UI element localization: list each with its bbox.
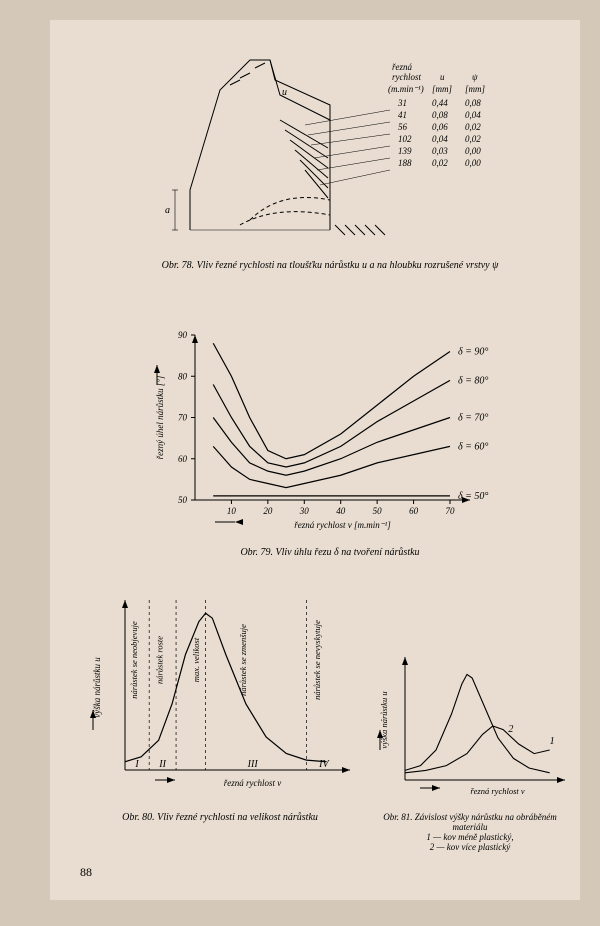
svg-text:20: 20 [263,506,273,516]
svg-text:0,02: 0,02 [465,122,481,132]
t-u1: (m.min⁻¹) [388,84,424,94]
svg-text:0,02: 0,02 [465,134,481,144]
svg-text:0,04: 0,04 [432,134,448,144]
svg-text:50: 50 [178,495,188,505]
t-h1b: rychlost [392,72,421,82]
svg-text:nárůstek roste: nárůstek roste [155,636,165,684]
t-u2: [mm] [432,84,453,94]
svg-text:max. velikost: max. velikost [191,637,201,682]
page-number: 88 [80,865,92,880]
svg-text:0,08: 0,08 [465,98,481,108]
svg-text:řezná rychlost v: řezná rychlost v [470,786,525,796]
svg-text:70: 70 [446,506,456,516]
svg-text:IV: IV [318,759,330,770]
svg-text:56: 56 [398,122,408,132]
svg-text:188: 188 [398,158,412,168]
svg-text:δ = 70°: δ = 70° [458,413,488,424]
fig79-caption: Obr. 79. Vliv úhlu řezu δ na tvoření nár… [140,547,520,558]
svg-text:δ = 60°: δ = 60° [458,441,488,452]
t-h1: řezná [392,62,412,72]
svg-text:40: 40 [336,506,346,516]
page: a u řezná rychlost u ψ (m.min⁻¹) [mm] [m… [50,20,580,900]
svg-text:30: 30 [299,506,310,516]
svg-text:0,00: 0,00 [465,146,481,156]
svg-text:nárůstek se zmenšuje: nárůstek se zmenšuje [238,624,248,696]
svg-text:III: III [247,759,259,770]
svg-text:II: II [158,759,166,770]
svg-text:50: 50 [373,506,383,516]
svg-text:výška nárůstku u: výška nárůstku u [92,657,102,718]
svg-text:řezná rychlost v: řezná rychlost v [224,778,282,788]
label-a: a [165,205,170,216]
svg-text:0,08: 0,08 [432,110,448,120]
svg-text:nárůstek se neobjevuje: nárůstek se neobjevuje [129,621,139,699]
label-u: u [282,87,287,98]
svg-text:nárůstek se nevyskytuje: nárůstek se nevyskytuje [312,620,322,700]
svg-text:δ = 80°: δ = 80° [458,375,488,386]
figure-81: 21výška nárůstku uřezná rychlost v Obr. … [370,650,570,852]
svg-text:δ = 50°: δ = 50° [458,491,488,502]
fig81-leg2: 2 — kov více plastický [430,842,510,852]
svg-text:41: 41 [398,110,407,120]
svg-text:0,02: 0,02 [432,158,448,168]
svg-text:102: 102 [398,134,412,144]
svg-text:90: 90 [178,330,188,340]
svg-text:0,44: 0,44 [432,98,448,108]
fig81-leg1: 1 — kov méně plastický, [426,832,513,842]
svg-text:60: 60 [178,454,188,464]
svg-text:2: 2 [508,724,513,735]
svg-text:δ = 90°: δ = 90° [458,347,488,358]
svg-text:I: I [134,759,139,770]
t-h2: u [440,72,445,82]
fig80-svg: IIIIIIIVnárůstek se neobjevujenárůstek r… [80,585,360,805]
fig81-svg: 21výška nárůstku uřezná rychlost v [370,650,570,805]
svg-text:řezný úhel nárůstku [°]: řezný úhel nárůstku [°] [155,375,165,459]
figure-79: 10 20 30 40 50 60 70 50 60 70 80 90 δ = 90° δ = 80° δ … [140,320,520,558]
svg-text:70: 70 [178,413,188,423]
t-u3: [mm] [465,84,486,94]
svg-text:1: 1 [550,736,555,747]
fig78-caption: Obr. 78. Vliv řezné rychlosti na tloušťk… [130,260,530,271]
svg-text:10: 10 [227,506,237,516]
fig81-cap-text: Obr. 81. Závislost výšky nárůstku na obr… [383,812,556,832]
figure-80: IIIIIIIVnárůstek se neobjevujenárůstek r… [80,585,360,823]
svg-text:0,06: 0,06 [432,122,448,132]
svg-text:139: 139 [398,146,412,156]
t-h3: ψ [472,72,478,82]
svg-text:0,00: 0,00 [465,158,481,168]
svg-text:80: 80 [178,371,188,381]
svg-text:31: 31 [397,98,407,108]
svg-text:řezná rychlost v [m.min⁻¹]: řezná rychlost v [m.min⁻¹] [294,520,391,530]
fig80-caption: Obr. 80. Vliv řezné rychlosti na velikos… [80,812,360,823]
svg-text:0,04: 0,04 [465,110,481,120]
fig78-svg: a u řezná rychlost u ψ (m.min⁻¹) [mm] [m… [130,50,530,250]
figure-78: a u řezná rychlost u ψ (m.min⁻¹) [mm] [m… [130,50,530,271]
fig79-svg: 10 20 30 40 50 60 70 50 60 70 80 90 δ = 90° δ = 80° δ … [140,320,520,540]
svg-text:60: 60 [409,506,419,516]
svg-text:0,03: 0,03 [432,146,448,156]
fig81-caption: Obr. 81. Závislost výšky nárůstku na obr… [370,812,570,852]
